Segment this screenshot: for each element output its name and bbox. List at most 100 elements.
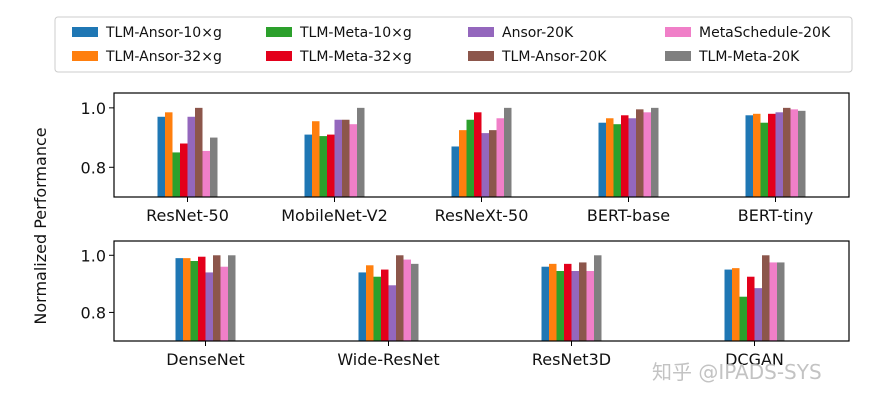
bar [403, 259, 411, 341]
bar [775, 112, 783, 197]
bar [180, 143, 188, 197]
bar [594, 255, 602, 341]
bar [312, 121, 320, 197]
bar [598, 122, 606, 197]
top-panel: ResNet-50 MobileNet-V2 ResNeXt-50 BERT-base… [81, 92, 850, 225]
x-tick-label: DenseNet [166, 350, 245, 369]
bar [732, 268, 740, 341]
bar [762, 255, 770, 341]
bar [175, 258, 183, 341]
y-tick-label: 1.0 [81, 246, 106, 265]
bar [357, 107, 365, 197]
bar [636, 109, 644, 197]
bar [172, 152, 180, 197]
bar [790, 109, 798, 197]
bar [769, 262, 777, 341]
x-tick-label: ResNeXt-50 [435, 206, 529, 225]
bar [753, 113, 761, 197]
bar [342, 119, 350, 197]
legend-swatch [266, 51, 292, 61]
legend-swatch [468, 51, 494, 61]
legend-label: TLM-Ansor-10×g [105, 25, 222, 41]
legend-swatch [665, 51, 691, 61]
bar [798, 110, 806, 197]
y-tick-label: 1.0 [81, 99, 106, 118]
bar [754, 288, 762, 341]
bar [628, 118, 636, 197]
bar [198, 256, 206, 341]
bar [187, 116, 195, 197]
bar [327, 134, 335, 197]
legend-label: Ansor-20K [502, 25, 574, 41]
bar [388, 285, 396, 341]
bar [739, 296, 747, 341]
y-axis-label: Normalized Performance [31, 127, 50, 324]
bar [747, 276, 755, 341]
bar [613, 124, 621, 197]
plot-frame [113, 240, 850, 342]
bar [579, 262, 587, 341]
y-tick-label: 0.8 [81, 303, 106, 322]
plot-frame [113, 92, 850, 198]
bar [319, 136, 327, 197]
bar [459, 130, 467, 197]
bar [621, 115, 629, 197]
legend: TLM-Ansor-10×g TLM-Ansor-32×g TLM-Meta-10×… [54, 16, 853, 73]
legend-label: TLM-Meta-20K [698, 49, 800, 65]
x-tick-label: MobileNet-V2 [281, 206, 388, 225]
x-tick-label: Wide-ResNet [337, 350, 439, 369]
legend-label: TLM-Ansor-32×g [105, 49, 222, 65]
bottom-panel: DenseNet Wide-ResNet ResNet3D DCGAN 0.8 1.0 [81, 240, 850, 369]
bar [349, 124, 357, 197]
bar [157, 116, 165, 197]
bar [760, 122, 768, 197]
bar [451, 146, 459, 197]
bar [334, 119, 342, 197]
bar [777, 262, 785, 341]
bar [190, 261, 198, 341]
bar [724, 269, 732, 341]
bar [474, 112, 482, 197]
x-tick-label: ResNet-50 [146, 206, 229, 225]
x-tick-label: BERT-base [587, 206, 670, 225]
bar [358, 272, 366, 341]
legend-swatch [468, 27, 494, 37]
bar [606, 118, 614, 197]
bar [220, 266, 228, 341]
bar [304, 134, 312, 197]
bar [195, 107, 203, 197]
bar [210, 137, 218, 197]
bar [745, 115, 753, 197]
x-tick-label: ResNet3D [532, 350, 611, 369]
bar [541, 266, 549, 341]
bar [381, 269, 389, 341]
bar [411, 263, 419, 341]
bar [643, 112, 651, 197]
legend-label: MetaSchedule-20K [699, 25, 831, 41]
bar [183, 258, 191, 341]
bar [549, 263, 557, 341]
bar [205, 272, 213, 341]
x-tick-label: BERT-tiny [738, 206, 813, 225]
bar [504, 107, 512, 197]
x-tick-label: DCGAN [725, 350, 784, 369]
bar [783, 107, 791, 197]
bar [213, 255, 221, 341]
bar [396, 255, 404, 341]
bar [228, 255, 236, 341]
bar [481, 133, 489, 197]
bar [366, 265, 374, 341]
bar [466, 119, 474, 197]
bar [586, 271, 594, 341]
bar [373, 276, 381, 341]
legend-swatch [72, 27, 98, 37]
legend-swatch [665, 27, 691, 37]
legend-label: TLM-Ansor-20K [501, 49, 607, 65]
y-tick-label: 0.8 [81, 158, 106, 177]
bar [564, 263, 572, 341]
watermark-text: 知乎 @IPADS-SYS [652, 360, 822, 384]
legend-label: TLM-Meta-10×g [299, 25, 412, 41]
bar [489, 130, 497, 197]
legend-label: TLM-Meta-32×g [299, 49, 412, 65]
